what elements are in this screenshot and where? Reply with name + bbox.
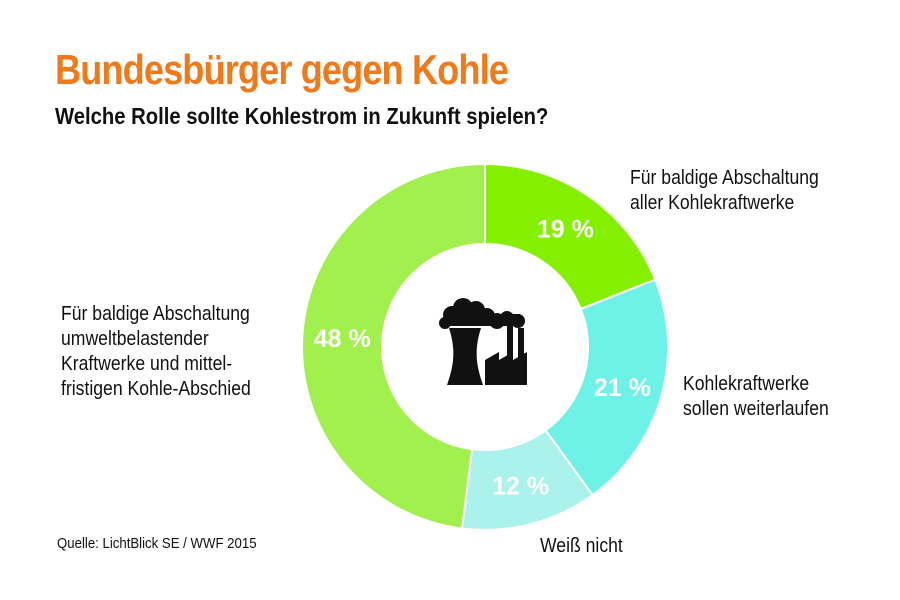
factory-icon	[439, 298, 527, 385]
slice-label-dont-know: Weiß nicht	[540, 534, 623, 559]
chart-title: Bundesbürger gegen Kohle	[55, 46, 509, 93]
slice-label-shutdown-all: Für baldige Abschaltung aller Kohlekraftw…	[630, 166, 819, 216]
slice-label-line: Kraftwerke und mittel-	[61, 353, 233, 375]
slice-label-line: Für baldige Abschaltung	[61, 303, 250, 325]
slice-label-keep-running: Kohlekraftwerke sollen weiterlaufen	[683, 372, 829, 422]
slice-label-line: aller Kohlekraftwerke	[630, 192, 795, 214]
source-note: Quelle: LichtBlick SE / WWF 2015	[57, 535, 257, 552]
chart-subtitle: Welche Rolle sollte Kohlestrom in Zukunf…	[55, 103, 549, 129]
data-label-dont-know: 12 %	[492, 473, 549, 501]
slice-label-line: Für baldige Abschaltung	[630, 167, 819, 189]
slice-shutdown-polluting	[301, 162, 486, 530]
data-label-shutdown-polluting: 48 %	[314, 325, 371, 353]
slice-keep-running	[544, 278, 669, 497]
slice-label-line: sollen weiterlaufen	[683, 398, 829, 420]
slice-label-line: fristigen Kohle-Abschied	[61, 378, 251, 400]
slice-shutdown-all	[484, 162, 657, 311]
slice-label-line: umweltbelastender	[61, 328, 209, 350]
slice-label-shutdown-polluting: Für baldige Abschaltung umweltbelastender…	[61, 302, 251, 402]
slice-label-line: Weiß nicht	[540, 535, 623, 557]
slice-label-line: Kohlekraftwerke	[683, 373, 810, 395]
data-label-shutdown-all: 19 %	[537, 216, 594, 244]
data-label-keep-running: 21 %	[594, 374, 651, 402]
